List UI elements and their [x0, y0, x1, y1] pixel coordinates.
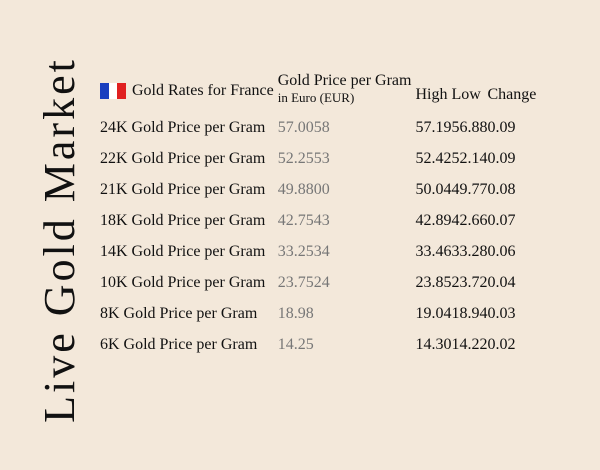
header-price-main: Gold Price per Gram [277, 72, 412, 89]
table-row: 18K Gold Price per Gram 42.7543 42.89 42… [100, 205, 540, 236]
row-low: 49.77 [451, 180, 488, 198]
header-row: Gold Rates for France Gold Price per Gra… [100, 72, 540, 112]
row-name: 10K Gold Price per Gram [100, 273, 266, 291]
row-price: 33.2534 [277, 242, 330, 260]
header-label: Gold Rates for France [100, 72, 274, 100]
row-change: 0.06 [487, 242, 516, 260]
row-change: 0.03 [487, 304, 516, 322]
row-high: 57.19 [415, 118, 452, 136]
row-change: 0.08 [487, 180, 516, 198]
row-high: 42.89 [415, 211, 452, 229]
table-row: 8K Gold Price per Gram 18.98 19.04 18.94… [100, 298, 540, 329]
header-low: Low [451, 86, 481, 103]
row-price: 57.0058 [277, 118, 330, 136]
header-high: High [415, 86, 448, 103]
row-high: 19.04 [415, 304, 452, 322]
header-label-text: Gold Rates for France [132, 82, 274, 99]
row-name: 18K Gold Price per Gram [100, 211, 266, 229]
side-title: Live Gold Market [35, 57, 84, 423]
header-price-cell: Gold Price per Gram in Euro (EUR) [278, 72, 416, 112]
table-row: 14K Gold Price per Gram 33.2534 33.46 33… [100, 236, 540, 267]
row-name: 14K Gold Price per Gram [100, 242, 266, 260]
row-low: 33.28 [451, 242, 488, 260]
row-price: 18.98 [277, 304, 314, 322]
gold-rates-table: Gold Rates for France Gold Price per Gra… [100, 72, 540, 360]
row-name: 6K Gold Price per Gram [100, 335, 258, 353]
row-high: 23.85 [415, 273, 452, 291]
row-change: 0.09 [487, 118, 516, 136]
row-high: 52.42 [415, 149, 452, 167]
row-name: 24K Gold Price per Gram [100, 118, 266, 136]
row-low: 18.94 [451, 304, 488, 322]
header-change: Change [487, 86, 537, 103]
row-change: 0.09 [487, 149, 516, 167]
row-high: 33.46 [415, 242, 452, 260]
row-low: 56.88 [451, 118, 488, 136]
row-high: 50.04 [415, 180, 452, 198]
table-row: 22K Gold Price per Gram 52.2553 52.42 52… [100, 143, 540, 174]
row-low: 23.72 [451, 273, 488, 291]
row-low: 42.66 [451, 211, 488, 229]
header-high-cell: High [415, 72, 451, 112]
table-row: 6K Gold Price per Gram 14.25 14.30 14.22… [100, 329, 540, 360]
row-price: 42.7543 [277, 211, 330, 229]
row-name: 21K Gold Price per Gram [100, 180, 266, 198]
table-row: 21K Gold Price per Gram 49.8800 50.04 49… [100, 174, 540, 205]
row-price: 23.7524 [277, 273, 330, 291]
row-name: 8K Gold Price per Gram [100, 304, 258, 322]
row-price: 49.8800 [277, 180, 330, 198]
row-change: 0.04 [487, 273, 516, 291]
france-flag-icon [100, 83, 127, 99]
row-low: 52.14 [451, 149, 488, 167]
row-change: 0.02 [487, 335, 516, 353]
header-change-cell: Change [487, 72, 540, 112]
header-price-sub: in Euro (EUR) [277, 90, 355, 105]
header-low-cell: Low [451, 72, 487, 112]
row-price: 52.2553 [277, 149, 330, 167]
row-price: 14.25 [277, 335, 314, 353]
row-low: 14.22 [451, 335, 488, 353]
table-row: 24K Gold Price per Gram 57.0058 57.19 56… [100, 112, 540, 143]
row-change: 0.07 [487, 211, 516, 229]
row-high: 14.30 [415, 335, 452, 353]
header-label-cell: Gold Rates for France [100, 72, 278, 112]
row-name: 22K Gold Price per Gram [100, 149, 266, 167]
table-row: 10K Gold Price per Gram 23.7524 23.85 23… [100, 267, 540, 298]
